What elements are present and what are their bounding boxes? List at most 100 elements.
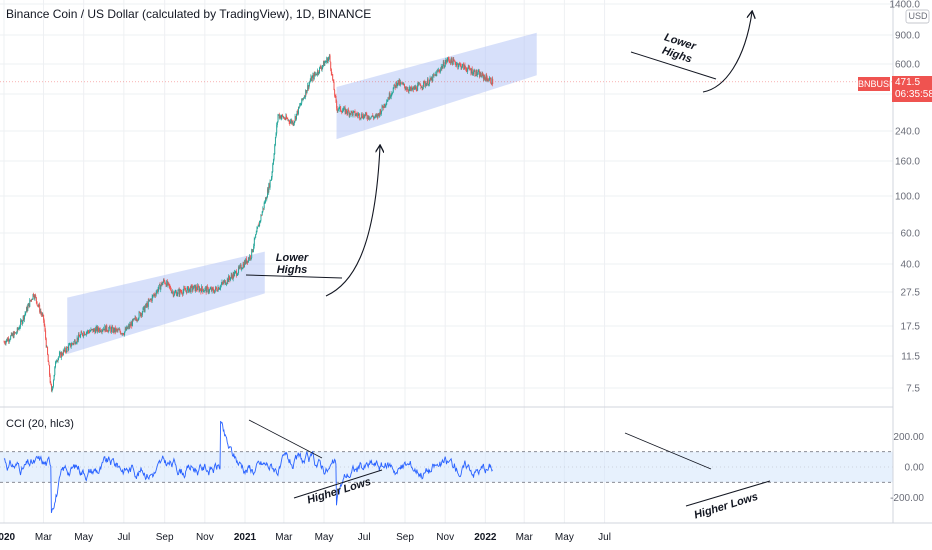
candle-body — [185, 290, 187, 291]
candle-body — [188, 286, 189, 293]
candle-body — [124, 328, 126, 332]
candle-body — [473, 71, 475, 75]
candle-body — [331, 74, 333, 75]
candle-body — [485, 75, 487, 81]
candle-body — [442, 61, 444, 66]
candle-body — [424, 81, 426, 86]
candle-body — [204, 288, 206, 291]
candle-body — [82, 333, 83, 336]
candle-body — [488, 80, 490, 82]
candle-body — [28, 303, 30, 307]
candle-body — [161, 282, 162, 286]
candle-body — [245, 258, 247, 264]
candle-body — [466, 70, 468, 72]
candle-body — [176, 291, 178, 296]
candle-body — [203, 291, 205, 292]
candle-body — [206, 286, 208, 293]
candle-body — [78, 334, 80, 337]
candle-body — [56, 361, 58, 362]
candle-body — [87, 330, 89, 332]
candle-body — [354, 111, 355, 112]
candle-body — [363, 114, 365, 119]
breakout-arrow-1 — [325, 146, 380, 297]
candle-body — [284, 117, 286, 119]
x-tick-label: 2022 — [474, 532, 497, 543]
candle-body — [487, 80, 489, 82]
candle-body — [274, 145, 276, 155]
candle-body — [231, 274, 233, 277]
candle-body — [59, 353, 60, 357]
y-tick-label: 60.0 — [901, 229, 921, 240]
candle-body — [374, 116, 376, 118]
candle-body — [130, 324, 132, 326]
candle-body — [325, 61, 326, 63]
candle-body — [114, 327, 116, 332]
candle-body — [191, 285, 193, 287]
candle-body — [336, 108, 338, 111]
candle-body — [482, 73, 484, 75]
candle-body — [138, 318, 139, 320]
candle-body — [287, 118, 289, 121]
candle-body — [354, 111, 356, 116]
candle-body — [175, 291, 177, 293]
candle-body — [417, 84, 419, 91]
candle-body — [119, 329, 121, 332]
candle-body — [330, 61, 332, 70]
candle-body — [69, 343, 71, 345]
candle-body — [39, 311, 41, 312]
candle-body — [276, 121, 278, 125]
candle-body — [99, 328, 101, 332]
candle-body — [427, 79, 429, 84]
candle-body — [438, 69, 440, 72]
candle-body — [92, 328, 94, 332]
candle-body — [278, 114, 280, 118]
candle-body — [194, 285, 195, 286]
candle-body — [450, 61, 452, 64]
candle-body — [141, 313, 143, 316]
candle-body — [180, 289, 182, 292]
candle-body — [250, 257, 252, 259]
candle-body — [7, 338, 9, 342]
candle-body — [323, 61, 325, 66]
candle-body — [35, 297, 37, 302]
candle-body — [109, 326, 111, 329]
candle-body — [15, 332, 17, 334]
candle-body — [282, 116, 284, 119]
candle-body — [30, 299, 32, 301]
candle-body — [394, 84, 396, 86]
candle-body — [41, 313, 43, 316]
candle-body — [8, 338, 10, 342]
candle-body — [140, 313, 142, 317]
candle-body — [14, 332, 16, 334]
candle-body — [188, 289, 190, 293]
candle-body — [130, 322, 132, 326]
candle-body — [150, 298, 152, 300]
candle-body — [211, 287, 213, 292]
candle-body — [83, 332, 85, 336]
candle-body — [336, 101, 338, 109]
candle-body — [251, 249, 253, 258]
candle-body — [469, 67, 471, 70]
candle-body — [344, 107, 346, 109]
candle-body — [426, 83, 428, 86]
candle-body — [125, 328, 127, 331]
candle-body — [221, 284, 222, 286]
candle-body — [65, 351, 67, 353]
candle-body — [21, 320, 23, 324]
candle-body — [27, 305, 29, 311]
candle-body — [190, 285, 192, 293]
candle-body — [359, 118, 361, 119]
candle-body — [121, 333, 123, 335]
candle-body — [203, 290, 205, 292]
candle-body — [487, 78, 488, 82]
candle-body — [19, 326, 21, 329]
candle-body — [73, 341, 75, 344]
candle-body — [78, 334, 80, 341]
candle-body — [116, 329, 118, 331]
candle-body — [328, 57, 330, 59]
candle-body — [137, 319, 139, 321]
candle-body — [201, 286, 203, 293]
candle-body — [98, 329, 100, 332]
candle-body — [51, 384, 53, 391]
candle-body — [132, 319, 134, 327]
